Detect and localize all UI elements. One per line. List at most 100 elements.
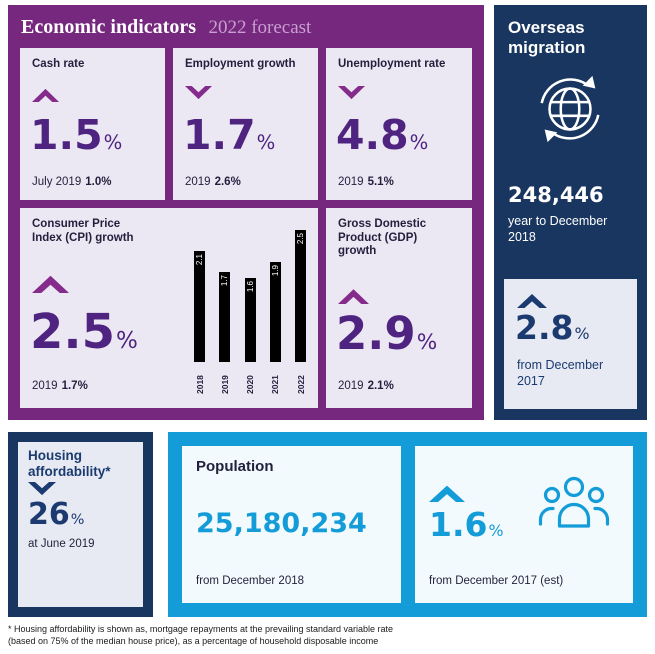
bar-value-label: 1.6	[245, 281, 255, 293]
value-number: 2.5	[30, 304, 116, 360]
people-icon	[538, 476, 610, 528]
growth-period: from December 2017 (est)	[429, 575, 564, 587]
bar: 2.1	[194, 251, 205, 362]
indicator-value: 1.5%	[30, 115, 122, 156]
card-title: Consumer Price Index (CPI) growth	[32, 218, 134, 244]
cpi-bar-chart: 2.1 2018 1.7 2019 1.6 2020 1.9 2021 2.5 2022	[194, 228, 306, 394]
down-arrow-icon	[185, 86, 212, 100]
value-number: 1.6	[429, 505, 488, 544]
indicator-value: 4.8%	[336, 115, 428, 156]
up-arrow-icon	[517, 294, 547, 308]
value-number: 2.9	[336, 307, 416, 360]
migration-period: year to December 2018	[508, 214, 608, 244]
bar-year-label: 2020	[245, 375, 255, 394]
bar-column: 2.1 2018	[194, 228, 205, 394]
footnote-line: * Housing affordability is shown as, mor…	[8, 624, 394, 634]
population-card: Population 25,180,234 from December 2018	[182, 446, 401, 603]
indicator-card-cpi-growth: Consumer Price Index (CPI) growth 2.5% 2…	[20, 208, 318, 408]
up-arrow-icon	[32, 88, 59, 102]
bar-column: 2.5 2022	[295, 228, 306, 394]
bar: 1.7	[219, 272, 231, 362]
up-arrow-icon	[338, 289, 369, 304]
card-footer: July 2019 1.0%	[32, 176, 111, 188]
indicator-value: 1.7%	[183, 115, 275, 156]
card-title: Population	[196, 458, 274, 475]
value-unit: %	[103, 131, 123, 154]
footer-label: 2019	[338, 176, 364, 188]
panel-header: Economic indicators 2022 forecast	[21, 16, 311, 39]
value-number: 4.8	[336, 111, 409, 159]
housing-value: 26%	[28, 500, 84, 530]
footer-value: 1.7%	[61, 380, 88, 392]
globe-icon	[540, 75, 600, 143]
indicator-value: 2.5%	[30, 308, 138, 356]
footer-value: 1.0%	[85, 176, 112, 188]
panel-title: Housing affordability*	[28, 448, 111, 479]
bar-year-label: 2021	[270, 375, 281, 394]
bar-value-label: 1.9	[270, 265, 280, 277]
value-number: 2.8	[515, 308, 574, 347]
population-period: from December 2018	[196, 575, 305, 587]
footer-label: July 2019	[32, 176, 82, 188]
value-unit: %	[488, 521, 504, 540]
migration-change-card: 2.8% from December 2017	[504, 279, 637, 409]
housing-period: at June 2019	[28, 538, 95, 550]
footnote-line: (based on 75% of the median house price)…	[8, 636, 379, 646]
bar-value-label: 2.1	[195, 254, 204, 266]
value-number: 1.5	[30, 111, 103, 159]
population-growth-card: 1.6% from December 2017 (est)	[415, 446, 633, 603]
change-value: 2.8%	[515, 311, 590, 344]
migration-value: 248,446	[508, 183, 604, 207]
footer-value: 5.1%	[367, 176, 394, 188]
bar-year-label: 2022	[295, 375, 306, 394]
housing-affordability-panel: Housing affordability* 26% at June 2019	[8, 432, 153, 617]
value-unit: %	[70, 512, 85, 528]
footer-label: 2019	[338, 380, 364, 392]
footer-value: 2.6%	[214, 176, 241, 188]
bar-value-label: 2.5	[296, 233, 305, 245]
value-unit: %	[256, 131, 276, 154]
panel-title: Economic indicators	[21, 16, 196, 38]
up-arrow-icon	[32, 275, 69, 293]
value-number: 1.7	[183, 111, 256, 159]
card-title: Unemployment rate	[338, 58, 446, 70]
bar-column: 1.7 2019	[219, 228, 231, 394]
change-period: from December 2017	[517, 358, 604, 388]
card-footer: 2019 5.1%	[338, 176, 394, 188]
growth-value: 1.6%	[429, 508, 504, 541]
card-title: Employment growth	[185, 58, 296, 70]
card-footer: 2019 1.7%	[32, 380, 88, 392]
card-footer: 2019 2.1%	[338, 380, 394, 392]
card-title: Cash rate	[32, 58, 85, 70]
overseas-migration-panel: Overseas migration 248,446 year to Decem…	[494, 5, 647, 420]
indicator-value: 2.9%	[336, 311, 437, 356]
bar-value-label: 1.7	[220, 275, 230, 287]
population-panel: Population 25,180,234 from December 2018…	[168, 432, 647, 617]
footer-value: 2.1%	[367, 380, 394, 392]
value-unit: %	[116, 328, 138, 354]
indicator-card-unemployment-rate: Unemployment rate 4.8% 2019 5.1%	[326, 48, 472, 200]
economic-indicators-panel: Economic indicators 2022 forecast Cash r…	[8, 5, 484, 420]
bar-year-label: 2018	[194, 375, 205, 394]
bar: 2.5	[295, 230, 306, 362]
housing-card: Housing affordability* 26% at June 2019	[18, 442, 143, 607]
footer-label: 2019	[32, 380, 58, 392]
bar: 1.6	[244, 278, 256, 362]
indicator-card-cash-rate: Cash rate 1.5% July 2019 1.0%	[20, 48, 165, 200]
indicator-card-gdp-growth: Gross Domestic Product (GDP) growth 2.9%…	[326, 208, 472, 408]
value-unit: %	[574, 324, 590, 343]
footnote: * Housing affordability is shown as, mor…	[8, 623, 393, 647]
panel-title: Overseas migration	[508, 18, 586, 57]
footer-label: 2019	[185, 176, 211, 188]
bar-column: 1.6 2020	[244, 228, 256, 394]
card-title: Gross Domestic Product (GDP) growth	[338, 218, 427, 257]
bar: 1.9	[269, 262, 281, 362]
bar-column: 1.9 2021	[269, 228, 281, 394]
bar-year-label: 2019	[219, 375, 230, 394]
value-unit: %	[409, 131, 429, 154]
indicator-card-employment-growth: Employment growth 1.7% 2019 2.6%	[173, 48, 318, 200]
value-number: 26	[28, 497, 70, 532]
down-arrow-icon	[338, 86, 365, 100]
card-footer: 2019 2.6%	[185, 176, 241, 188]
down-arrow-icon	[28, 482, 56, 496]
